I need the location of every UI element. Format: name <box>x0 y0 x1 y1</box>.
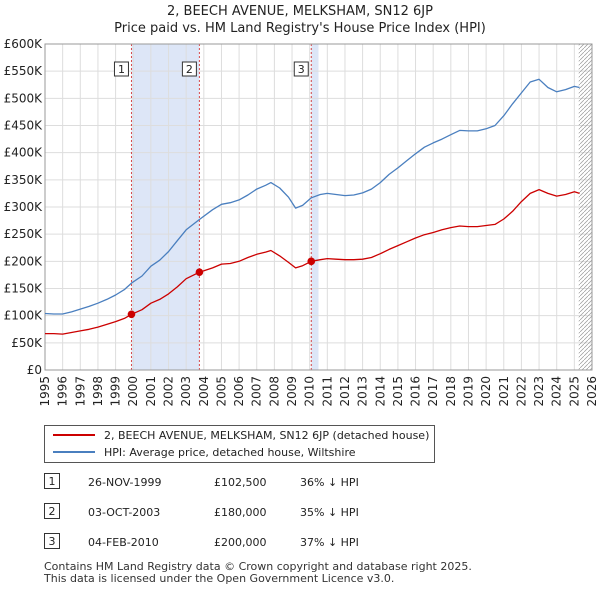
x-tick-label: 2013 <box>356 376 370 407</box>
y-tick-label: £200K <box>4 254 44 268</box>
legend-hpi-label: HPI: Average price, detached house, Wilt… <box>104 446 356 459</box>
x-tick-label: 1999 <box>109 376 123 407</box>
x-tick-label: 1998 <box>91 376 105 407</box>
sale-hpi-diff: 36% ↓ HPI <box>300 476 359 489</box>
x-tick-label: 2016 <box>409 376 423 407</box>
footer-line-2: This data is licensed under the Open Gov… <box>44 572 395 585</box>
x-tick-label: 2015 <box>391 376 405 407</box>
x-tick-label: 2024 <box>550 376 564 407</box>
sale-price: £102,500 <box>214 476 267 489</box>
sale-marker-label: 1 <box>118 63 125 76</box>
x-tick-label: 2004 <box>197 376 211 407</box>
x-tick-label: 2019 <box>461 376 475 407</box>
sale-number-badge: 2 <box>44 503 60 519</box>
x-tick-label: 2022 <box>514 376 528 407</box>
x-tick-label: 2017 <box>426 376 440 407</box>
x-tick-label: 1995 <box>38 376 52 407</box>
sale-point <box>307 257 316 266</box>
x-tick-label: 2020 <box>479 376 493 407</box>
x-tick-label: 2014 <box>373 376 387 407</box>
sale-date: 03-OCT-2003 <box>88 506 161 519</box>
x-tick-label: 2018 <box>444 376 458 407</box>
x-tick-label: 2009 <box>285 376 299 407</box>
x-tick-label: 1997 <box>73 376 87 407</box>
sale-marker-box <box>181 61 197 77</box>
y-tick-label: £50K <box>11 336 43 350</box>
y-tick-label: £450K <box>4 119 44 133</box>
title-line-2: Price paid vs. HM Land Registry's House … <box>114 21 486 36</box>
sale-date: 26-NOV-1999 <box>88 476 162 489</box>
sale-marker-label: 2 <box>186 63 193 76</box>
footer-attribution: Contains HM Land Registry data © Crown c… <box>44 561 472 585</box>
x-tick-label: 2011 <box>320 376 334 407</box>
legend-item-property: 2, BEECH AVENUE, MELKSHAM, SN12 6JP (det… <box>53 428 429 444</box>
x-tick-label: 2000 <box>126 376 140 407</box>
y-tick-label: £500K <box>4 91 44 105</box>
plot-frame <box>44 43 593 371</box>
x-tick-label: 2005 <box>214 376 228 407</box>
legend-property-label: 2, BEECH AVENUE, MELKSHAM, SN12 6JP (det… <box>104 429 430 442</box>
sale-date: 04-FEB-2010 <box>88 536 159 549</box>
chart-title: 2, BEECH AVENUE, MELKSHAM, SN12 6JP Pric… <box>0 3 600 37</box>
sale-price: £200,000 <box>214 536 267 549</box>
sale-point <box>195 268 204 277</box>
legend-property-swatch <box>53 434 95 436</box>
x-tick-label: 2008 <box>267 376 281 407</box>
y-tick-label: £250K <box>4 227 44 241</box>
sale-point <box>127 310 136 319</box>
sale-marker-label: 3 <box>298 63 305 76</box>
x-tick-label: 2007 <box>250 376 264 407</box>
x-tick-label: 2003 <box>179 376 193 407</box>
sale-number-badge: 3 <box>44 533 60 549</box>
y-tick-label: £400K <box>4 146 44 160</box>
x-tick-label: 2021 <box>497 376 511 407</box>
x-tick-label: 2001 <box>144 376 158 407</box>
x-tick-label: 2025 <box>567 376 581 407</box>
x-tick-label: 2023 <box>532 376 546 407</box>
y-tick-label: £100K <box>4 309 44 323</box>
sale-hpi-diff: 35% ↓ HPI <box>300 506 359 519</box>
sale-price: £180,000 <box>214 506 267 519</box>
sale-hpi-diff: 37% ↓ HPI <box>300 536 359 549</box>
sale-marker-box <box>113 61 129 77</box>
x-tick-label: 2012 <box>338 376 352 407</box>
y-tick-label: £350K <box>4 173 44 187</box>
x-tick-label: 2010 <box>303 376 317 407</box>
legend-item-hpi: HPI: Average price, detached house, Wilt… <box>53 445 356 461</box>
y-tick-label: £550K <box>4 64 44 78</box>
sale-marker-box <box>293 61 309 77</box>
x-tick-label: 2002 <box>162 376 176 407</box>
legend-hpi-swatch <box>53 451 95 453</box>
future-hatch <box>578 44 592 370</box>
title-line-1: 2, BEECH AVENUE, MELKSHAM, SN12 6JP <box>167 4 433 19</box>
x-tick-label: 2026 <box>585 376 599 407</box>
footer-line-1: Contains HM Land Registry data © Crown c… <box>44 560 472 573</box>
series-line-hpi <box>44 78 580 315</box>
x-tick-label: 2006 <box>232 376 246 407</box>
y-tick-label: £0 <box>27 363 42 377</box>
legend: 2, BEECH AVENUE, MELKSHAM, SN12 6JP (det… <box>44 425 435 463</box>
sale-number-badge: 1 <box>44 473 60 489</box>
y-tick-label: £150K <box>4 282 44 296</box>
y-tick-label: £300K <box>4 200 44 214</box>
x-tick-label: 1996 <box>56 376 70 407</box>
price-chart: 1 2 3 £0 £50K £100K £150K £200K £250K £300K £350K £… <box>4 37 599 407</box>
y-tick-label: £600K <box>4 37 44 51</box>
